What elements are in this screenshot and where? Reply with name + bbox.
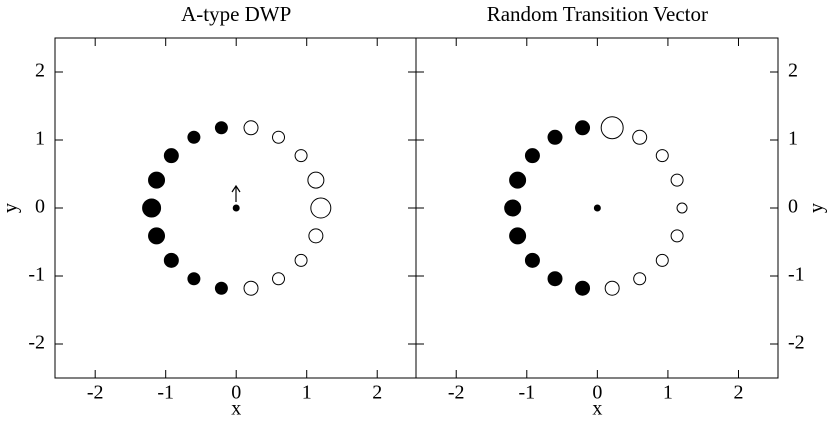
y-tick-label: 1: [35, 128, 45, 150]
x-tick-label: 2: [733, 382, 743, 404]
point: [575, 120, 591, 136]
point: [547, 129, 563, 145]
point: [670, 229, 684, 243]
y-tick-label: 0: [35, 196, 45, 218]
arrow-head: [231, 184, 241, 193]
point: [632, 129, 648, 145]
point: [504, 199, 522, 217]
x-tick-label: -2: [448, 382, 465, 404]
x-tick-label: -2: [87, 382, 104, 404]
point: [214, 281, 228, 295]
point: [670, 173, 684, 187]
point: [243, 120, 259, 136]
point: [294, 149, 308, 163]
chart-title: A-type DWP: [181, 2, 291, 26]
x-tick-label: -1: [157, 382, 174, 404]
point: [142, 198, 162, 218]
point: [163, 148, 179, 164]
point: [187, 272, 201, 286]
point: [187, 130, 201, 144]
point: [163, 252, 179, 268]
point: [547, 271, 563, 287]
y-tick-label: 0: [788, 196, 798, 218]
point: [272, 130, 286, 144]
point: [524, 252, 540, 268]
y-axis-label: y: [806, 203, 828, 213]
point: [307, 171, 325, 189]
point: [604, 280, 620, 296]
point: [509, 227, 527, 245]
point: [600, 116, 624, 140]
point: [232, 204, 240, 212]
point: [509, 171, 527, 189]
point: [243, 280, 259, 296]
point: [633, 272, 647, 286]
point: [214, 121, 228, 135]
point: [148, 171, 166, 189]
x-tick-label: 2: [372, 382, 382, 404]
point: [676, 202, 688, 214]
point: [310, 197, 332, 219]
point: [272, 272, 286, 286]
x-tick-label: 1: [663, 382, 673, 404]
x-tick-label: 0: [231, 382, 241, 404]
y-tick-label: -2: [28, 332, 45, 354]
y-tick-label: 1: [788, 128, 798, 150]
y-tick-label: 2: [788, 60, 798, 82]
point: [308, 228, 324, 244]
x-axis-label: x: [231, 398, 241, 420]
y-axis-label: y: [0, 203, 22, 213]
y-tick-label: 2: [35, 60, 45, 82]
point: [593, 204, 601, 212]
x-tick-label: 1: [302, 382, 312, 404]
y-tick-label: -2: [788, 332, 805, 354]
point: [655, 253, 669, 267]
x-axis-label: x: [592, 398, 602, 420]
x-tick-label: 0: [592, 382, 602, 404]
point: [524, 148, 540, 164]
point: [575, 280, 591, 296]
point: [655, 149, 669, 163]
x-tick-label: -1: [518, 382, 535, 404]
y-tick-label: -1: [788, 264, 805, 286]
point: [294, 253, 308, 267]
point: [148, 227, 166, 245]
y-tick-label: -1: [28, 264, 45, 286]
chart-title: Random Transition Vector: [487, 2, 708, 26]
